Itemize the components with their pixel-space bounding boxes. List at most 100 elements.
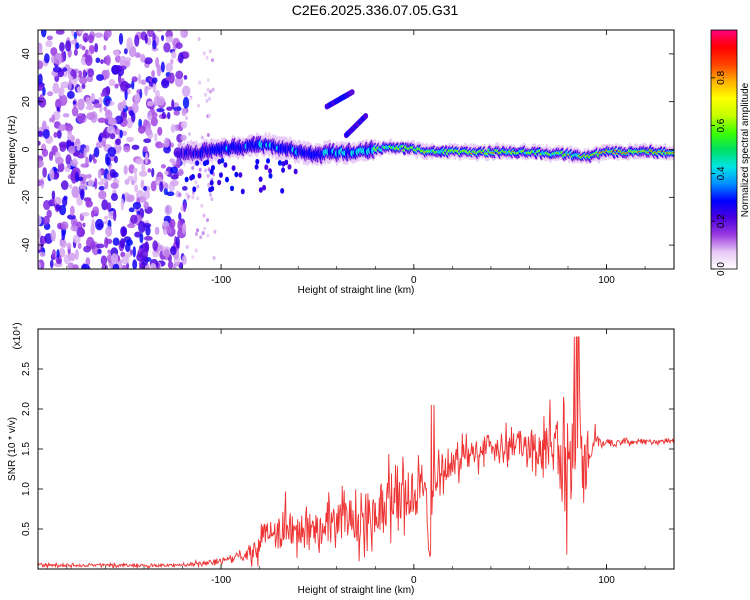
noise-blob xyxy=(158,143,166,148)
snr-marks xyxy=(38,336,674,569)
noise-blob xyxy=(143,57,153,65)
noise-blob xyxy=(163,182,169,191)
noise-blob xyxy=(129,109,134,117)
noise-blob xyxy=(196,184,200,189)
noise-blob xyxy=(137,73,142,85)
noise-blob xyxy=(156,30,164,33)
noise-blob xyxy=(119,238,126,249)
noise-blob xyxy=(49,259,54,269)
noise-blob xyxy=(38,159,44,168)
noise-blob xyxy=(38,241,41,250)
colorbar-tick-label: 0.2 xyxy=(716,214,727,228)
noise-blob xyxy=(80,188,85,201)
noise-blob xyxy=(107,117,117,127)
noise-blob xyxy=(90,223,95,236)
noise-blob xyxy=(97,97,103,105)
noise-blob xyxy=(101,199,109,211)
harmonic-cell xyxy=(363,113,369,120)
snr-ylabel: SNR (10 * v/v) xyxy=(7,417,18,481)
noise-blob xyxy=(51,114,56,123)
colorbar-frame xyxy=(710,29,738,270)
noise-blob xyxy=(43,199,51,211)
noise-blob xyxy=(173,110,180,116)
colorbar-tick-label: 0.8 xyxy=(716,70,727,84)
noise-blob xyxy=(71,186,80,198)
noise-blob xyxy=(191,255,195,260)
scatter-cell xyxy=(284,159,289,166)
noise-blob xyxy=(113,49,120,57)
noise-blob xyxy=(93,147,100,158)
noise-blob xyxy=(181,222,187,235)
noise-blob xyxy=(90,210,95,218)
noise-blob xyxy=(164,204,173,216)
noise-blob xyxy=(121,264,127,269)
noise-blob xyxy=(151,69,155,78)
noise-blob xyxy=(170,179,179,187)
noise-blob xyxy=(127,223,136,229)
noise-blob xyxy=(58,248,66,258)
noise-blob xyxy=(50,47,58,56)
noise-blob xyxy=(56,129,62,139)
noise-blob xyxy=(169,158,176,163)
noise-blob xyxy=(87,173,92,179)
noise-blob xyxy=(77,98,85,111)
noise-blob xyxy=(197,103,201,108)
noise-blob xyxy=(164,248,170,260)
scatter-cell xyxy=(197,172,202,179)
noise-blob xyxy=(123,165,128,175)
noise-blob xyxy=(94,177,98,190)
noise-blob xyxy=(185,115,189,120)
noise-blob xyxy=(80,163,90,168)
noise-blob xyxy=(82,69,87,79)
noise-blob xyxy=(66,163,72,169)
noise-blob xyxy=(152,32,156,42)
noise-blob xyxy=(194,231,198,236)
noise-blob xyxy=(105,97,111,106)
noise-blob xyxy=(86,112,96,121)
noise-blob xyxy=(205,218,209,223)
scatter-cell xyxy=(277,160,282,166)
noise-blob xyxy=(211,87,215,92)
noise-blob xyxy=(177,219,183,231)
snr-ytick-label: 1.0 xyxy=(21,482,32,496)
scatter-cell xyxy=(268,173,273,179)
scatter-cell xyxy=(184,176,189,183)
noise-blob xyxy=(38,83,44,92)
noise-blob xyxy=(70,224,78,232)
noise-blob xyxy=(94,32,103,38)
noise-blob xyxy=(166,106,173,111)
noise-blob xyxy=(170,58,174,65)
noise-blob xyxy=(38,73,43,85)
snr-background xyxy=(38,329,674,569)
noise-blob xyxy=(110,253,119,265)
noise-blob xyxy=(128,207,135,213)
noise-blob xyxy=(115,138,121,146)
noise-blob xyxy=(166,191,175,197)
noise-blob xyxy=(191,165,195,170)
noise-blob xyxy=(161,111,166,119)
noise-blob xyxy=(175,42,183,49)
scatter-cell xyxy=(266,158,271,164)
noise-blob xyxy=(137,125,146,134)
noise-blob xyxy=(120,198,125,211)
snr-xlabel: Height of straight line (km) xyxy=(298,585,415,596)
noise-blob xyxy=(145,128,153,136)
noise-blob xyxy=(156,108,165,113)
spectrogram-ytick-label: 20 xyxy=(21,96,32,108)
noise-blob xyxy=(150,116,158,127)
scatter-cell xyxy=(231,165,236,171)
noise-blob xyxy=(38,140,41,146)
snr-axes: -100 0 100 0.5 1.0 1.5 2.0 2.5 xyxy=(21,329,674,586)
noise-blob xyxy=(107,146,117,157)
noise-blob xyxy=(164,171,169,176)
noise-blob xyxy=(141,163,146,172)
noise-blob xyxy=(53,132,58,138)
noise-blob xyxy=(90,241,96,250)
noise-blob xyxy=(173,105,182,112)
noise-blob xyxy=(67,252,76,262)
noise-blob xyxy=(106,109,111,116)
noise-blob xyxy=(144,85,148,96)
noise-blob xyxy=(163,137,170,148)
noise-blob xyxy=(56,106,60,112)
noise-blob xyxy=(145,225,151,236)
